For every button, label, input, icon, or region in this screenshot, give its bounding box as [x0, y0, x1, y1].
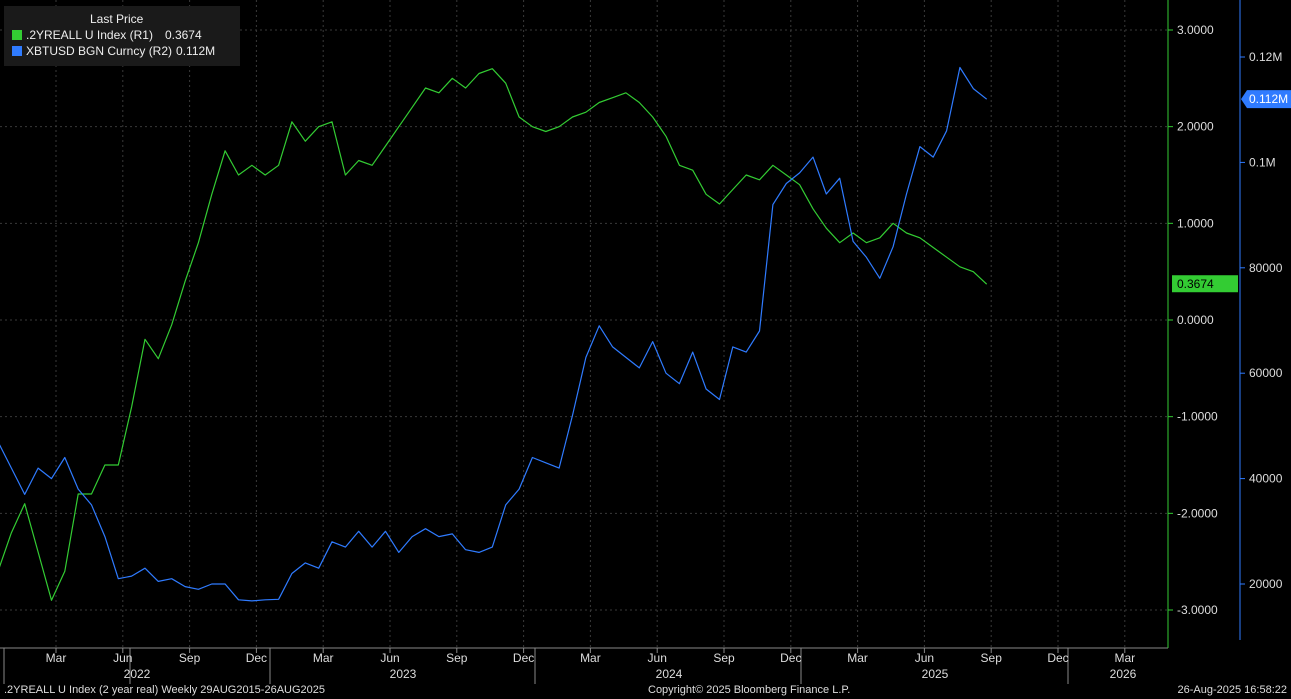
x-tick-label: Sep	[981, 651, 1003, 665]
r1-tick-label: 3.0000	[1177, 23, 1214, 37]
legend-item-r2[interactable]: XBTUSD BGN Curncy (R2) 0.112M	[12, 44, 215, 58]
r1-tick-label: 0.0000	[1177, 313, 1214, 327]
chart-grid	[0, 0, 1168, 648]
r2-tick-label: 0.12M	[1249, 50, 1282, 64]
x-year-label: 2026	[1110, 667, 1137, 681]
last-value-badge-r2	[1241, 90, 1291, 109]
x-tick-label: Mar	[847, 651, 868, 665]
last-value-badge-r1	[1172, 275, 1238, 293]
series-line-r2	[0, 66, 988, 602]
footer-copyright: Copyright© 2025 Bloomberg Finance L.P.	[648, 684, 851, 696]
r2-tick-label: 40000	[1249, 472, 1283, 486]
footer-timestamp: 26-Aug-2025 16:58:22	[1177, 684, 1287, 696]
x-year-label: 2022	[124, 667, 151, 681]
x-tick-label: Sep	[446, 651, 468, 665]
x-tick-label: Sep	[713, 651, 735, 665]
x-tick-label: Mar	[580, 651, 601, 665]
legend-label: XBTUSD BGN Curncy (R2)	[26, 44, 173, 58]
legend-item-r1[interactable]: .2YREALL U Index (R1) 0.3674	[12, 28, 202, 42]
r2-tick-label: 80000	[1249, 261, 1283, 275]
x-tick-label: Dec	[246, 651, 267, 665]
x-tick-label: Jun	[113, 651, 132, 665]
r1-tick-label: 1.0000	[1177, 216, 1214, 230]
footer-left: .2YREALL U Index (2 year real) Weekly 29…	[4, 684, 325, 696]
chart-axes: Mar Jun Sep Dec Mar Jun Sep Dec Mar Jun Sep Dec Mar J…	[0, 0, 1291, 684]
x-tick-label: Dec	[513, 651, 534, 665]
r2-tick-label: 0.1M	[1249, 155, 1276, 169]
x-tick-label: Dec	[1047, 651, 1068, 665]
x-tick-label: Mar	[313, 651, 334, 665]
chart-series	[0, 66, 988, 602]
x-tick-label: Mar	[46, 651, 67, 665]
x-tick-label: Jun	[380, 651, 399, 665]
legend-swatch-green	[12, 30, 22, 40]
r2-tick-label: 60000	[1249, 366, 1283, 380]
r1-tick-label: -3.0000	[1177, 603, 1218, 617]
legend: Last Price .2YREALL U Index (R1) 0.3674 X…	[4, 6, 240, 66]
x-tick-label: Jun	[915, 651, 934, 665]
r1-tick-label: -2.0000	[1177, 506, 1218, 520]
legend-value: 0.3674	[164, 28, 202, 42]
x-year-label: 2025	[922, 667, 949, 681]
x-tick-label: Jun	[648, 651, 667, 665]
x-tick-label: Sep	[179, 651, 201, 665]
r2-tick-label: 20000	[1249, 577, 1283, 591]
x-tick-label: Dec	[780, 651, 801, 665]
last-value-label-r1: 0.3674	[1177, 277, 1214, 291]
series-line-r1	[0, 68, 988, 601]
x-tick-label: Mar	[1114, 651, 1135, 665]
r1-tick-label: 2.0000	[1177, 120, 1214, 134]
legend-swatch-blue	[12, 46, 22, 56]
x-year-label: 2023	[390, 667, 417, 681]
legend-value: 0.112M	[176, 44, 216, 58]
legend-label: .2YREALL U Index (R1)	[26, 28, 153, 42]
x-year-label: 2024	[656, 667, 683, 681]
legend-header: Last Price	[90, 12, 144, 26]
last-value-label-r2: 0.112M	[1249, 92, 1288, 106]
r1-tick-label: -1.0000	[1177, 410, 1218, 424]
